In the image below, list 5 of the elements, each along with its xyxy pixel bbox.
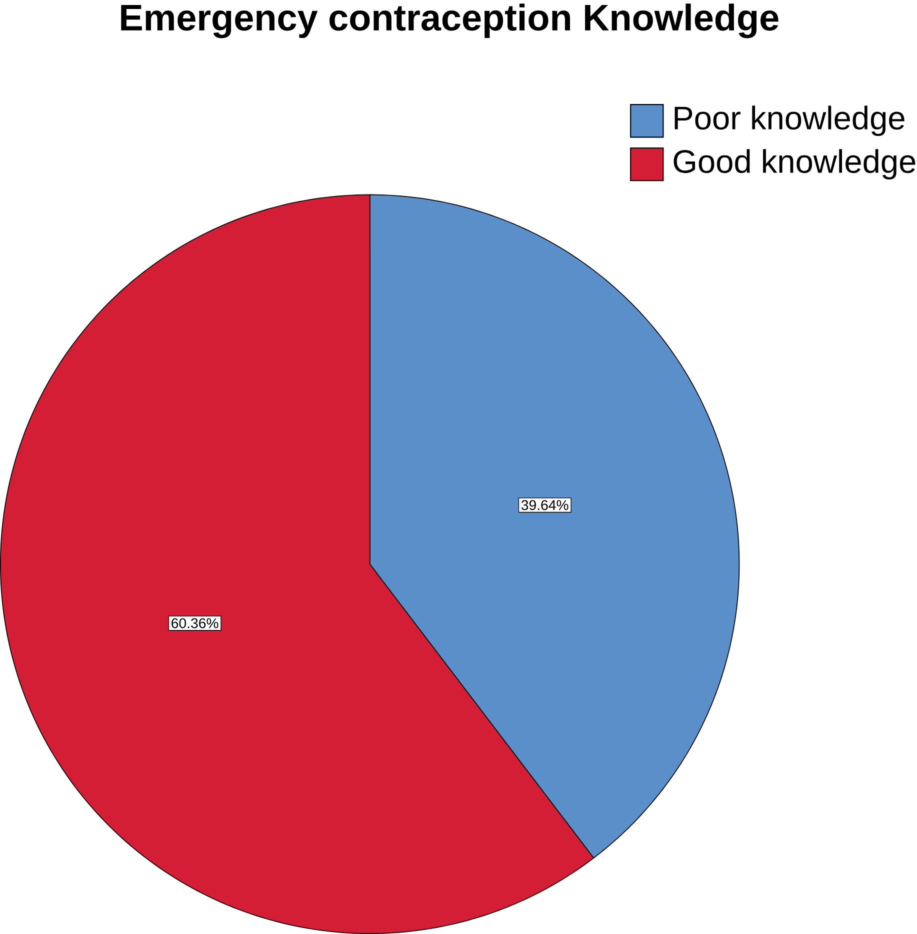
chart-title: Emergency contraception Knowledge — [121, 4, 778, 38]
data-label: 60.36% — [172, 618, 218, 628]
legend-label: Poor knowledge — [674, 106, 904, 136]
legend-label: Good knowledge — [674, 149, 916, 180]
data-label: 39.64% — [522, 500, 568, 510]
